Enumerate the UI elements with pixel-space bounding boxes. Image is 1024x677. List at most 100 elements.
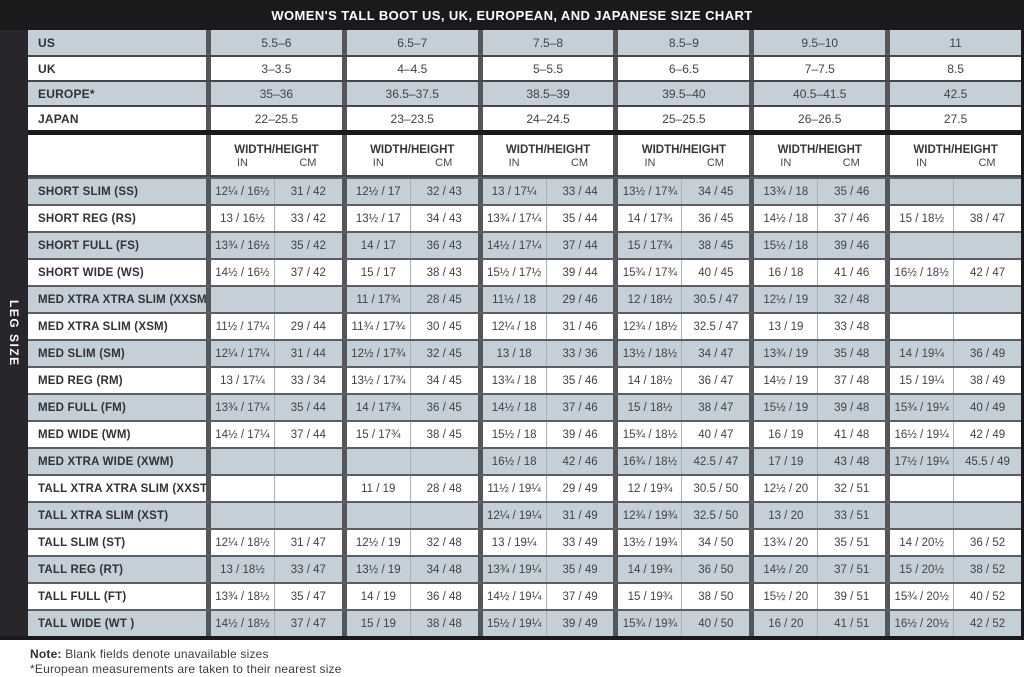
cm-value-cell: 42 / 49 <box>953 422 1021 447</box>
in-value-cell: 14 / 17 <box>341 233 410 258</box>
in-value-cell: 15 / 19¼ <box>885 368 953 393</box>
in-value-cell: 15 / 17¾ <box>613 233 681 258</box>
conversion-cell: 8.5 <box>885 57 1021 80</box>
leg-size-row-label: MED FULL (FM) <box>38 401 126 414</box>
in-value-cell: 12¼ / 18½ <box>206 530 274 555</box>
table-row: MED XTRA WIDE (XWM) 16½ / 18 42 / 46 16¾ / … <box>28 447 1021 474</box>
leg-size-row-label: SHORT SLIM (SS) <box>38 185 139 198</box>
in-value-cell: 13 / 19 <box>749 314 817 339</box>
in-value-cell: 14 / 20½ <box>885 530 953 555</box>
in-value-cell: 15¾ / 19¼ <box>885 395 953 420</box>
cm-value-cell <box>953 287 1021 312</box>
in-value-cell: 13¾ / 18 <box>749 179 817 204</box>
cm-value-cell: 38 / 50 <box>681 584 749 609</box>
in-value-cell <box>206 476 274 501</box>
in-value-cell <box>206 503 274 528</box>
width-height-header: WIDTH/HEIGHT <box>206 135 342 157</box>
in-header: IN <box>885 157 953 175</box>
conversion-cell: 24–24.5 <box>477 107 614 130</box>
cm-value-cell: 35 / 46 <box>545 368 614 393</box>
cm-value-cell: 32 / 45 <box>409 341 478 366</box>
leg-size-row-label: SHORT WIDE (WS) <box>38 266 144 279</box>
leg-table-header-groups: WIDTH/HEIGHT WIDTH/HEIGHT WIDTH/HEIGHT WIDT… <box>28 135 1021 157</box>
cm-value-cell: 34 / 45 <box>681 179 749 204</box>
conversion-cell: 36.5–37.5 <box>341 82 478 105</box>
width-height-header: WIDTH/HEIGHT <box>477 135 614 157</box>
table-row: SHORT REG (RS) 13 / 16½ 33 / 42 13½ / 17 34 … <box>28 204 1021 231</box>
cm-value-cell <box>273 449 342 474</box>
cm-value-cell: 37 / 46 <box>545 395 614 420</box>
leg-size-row-label: MED XTRA XTRA SLIM (XXSM) <box>38 293 206 306</box>
in-value-cell: 15 / 19 <box>341 611 410 636</box>
in-value-cell: 13½ / 17 <box>341 206 410 231</box>
in-header: IN <box>613 157 681 175</box>
in-value-cell <box>885 314 953 339</box>
cm-header: CM <box>435 157 453 169</box>
cm-value-cell <box>273 476 342 501</box>
conversion-cell: 38.5–39 <box>477 82 614 105</box>
conversion-row: EUROPE* 35–36 36.5–37.5 38.5–39 39.5–40 40.5–… <box>28 80 1021 105</box>
in-value-cell: 12½ / 19 <box>341 530 410 555</box>
in-value-cell: 14½ / 18 <box>477 395 546 420</box>
table-row: MED XTRA XTRA SLIM (XXSM) 11 / 17¾ 28 / 45… <box>28 285 1021 312</box>
table-row: MED SLIM (SM) 12¼ / 17¼ 31 / 44 12½ / 17¾ 32… <box>28 339 1021 366</box>
cm-value-cell: 30 / 45 <box>409 314 478 339</box>
cm-value-cell: 32.5 / 50 <box>681 503 749 528</box>
cm-value-cell: 31 / 49 <box>545 503 614 528</box>
leg-size-table: WIDTH/HEIGHT WIDTH/HEIGHT WIDTH/HEIGHT WIDT… <box>28 135 1021 636</box>
cm-value-cell: 37 / 46 <box>817 206 885 231</box>
cm-value-cell <box>953 233 1021 258</box>
conversion-cell: 39.5–40 <box>613 82 749 105</box>
in-value-cell: 11½ / 18 <box>477 287 546 312</box>
cm-value-cell: 36 / 49 <box>953 341 1021 366</box>
cm-value-cell <box>953 314 1021 339</box>
cm-value-cell: 38 / 43 <box>409 260 478 285</box>
cm-value-cell: 39 / 44 <box>545 260 614 285</box>
in-value-cell: 11 / 19 <box>341 476 410 501</box>
leg-size-row-label: MED SLIM (SM) <box>38 347 125 360</box>
conversion-cell: 6–6.5 <box>613 57 749 80</box>
cm-value-cell <box>953 503 1021 528</box>
in-value-cell: 12½ / 17¾ <box>341 341 410 366</box>
in-value-cell <box>206 287 274 312</box>
cm-value-cell: 34 / 45 <box>409 368 478 393</box>
table-row: TALL FULL (FT) 13¾ / 18½ 35 / 47 14 / 19 36 … <box>28 582 1021 609</box>
cm-value-cell: 35 / 49 <box>545 557 614 582</box>
leg-size-row-label: TALL FULL (FT) <box>38 590 127 603</box>
cm-value-cell: 32 / 51 <box>817 476 885 501</box>
table-row: TALL XTRA SLIM (XST) 12¼ / 19¼ 31 / 49 12¾ … <box>28 501 1021 528</box>
in-value-cell: 16½ / 20½ <box>885 611 953 636</box>
in-value-cell: 13½ / 19 <box>341 557 410 582</box>
in-value-cell: 16½ / 18½ <box>885 260 953 285</box>
in-value-cell <box>885 179 953 204</box>
in-value-cell: 13 / 17¼ <box>477 179 546 204</box>
in-value-cell: 14 / 19 <box>341 584 410 609</box>
cm-value-cell: 28 / 48 <box>409 476 478 501</box>
in-header: IN <box>477 157 546 175</box>
in-value-cell: 14½ / 17¼ <box>206 422 274 447</box>
in-value-cell: 13½ / 17¾ <box>341 368 410 393</box>
cm-header: CM <box>299 157 317 169</box>
size-conversion-table: US 5.5–6 6.5–7 7.5–8 8.5–9 9.5–10 11 UK 3–3.5 4–4… <box>28 30 1021 130</box>
in-value-cell: 14½ / 20 <box>749 557 817 582</box>
in-value-cell: 15 / 17¾ <box>341 422 410 447</box>
in-value-cell: 13 / 16½ <box>206 206 274 231</box>
in-value-cell: 12¾ / 18½ <box>613 314 681 339</box>
leg-size-sidebar: LEG SIZE <box>0 30 28 636</box>
cm-value-cell: 31 / 44 <box>273 341 342 366</box>
in-value-cell: 15¾ / 20½ <box>885 584 953 609</box>
tables-container: US 5.5–6 6.5–7 7.5–8 8.5–9 9.5–10 11 UK 3–3.5 4–4… <box>28 30 1024 636</box>
in-value-cell: 13¾ / 17¼ <box>206 395 274 420</box>
cm-value-cell: 33 / 48 <box>817 314 885 339</box>
in-header: IN <box>206 157 274 175</box>
cm-value-cell: 32.5 / 47 <box>681 314 749 339</box>
table-row: TALL SLIM (ST) 12¼ / 18½ 31 / 47 12½ / 19 32… <box>28 528 1021 555</box>
conversion-cell: 7–7.5 <box>749 57 885 80</box>
in-value-cell: 14½ / 18½ <box>206 611 274 636</box>
footnotes: Note: Blank fields denote unavailable si… <box>0 640 1024 677</box>
in-value-cell: 17 / 19 <box>749 449 817 474</box>
cm-value-cell: 37 / 42 <box>273 260 342 285</box>
in-value-cell: 15½ / 19¼ <box>477 611 546 636</box>
in-value-cell: 12¼ / 19¼ <box>477 503 546 528</box>
cm-value-cell: 38 / 48 <box>409 611 478 636</box>
